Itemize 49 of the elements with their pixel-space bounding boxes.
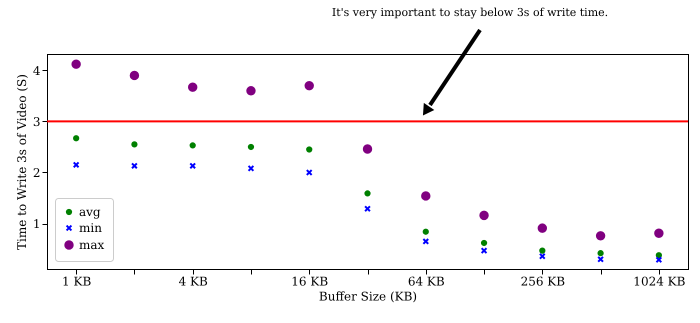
point [71,60,81,69]
point [654,228,664,238]
y-tick-label: 3 [32,114,40,129]
point [364,205,371,212]
point [304,80,314,90]
x-axis-title: Buffer Size (KB) [318,290,418,304]
legend-label: avg [79,205,101,219]
point [362,144,372,154]
x-tick-label: 64 KB [408,274,445,288]
point [538,252,546,260]
point [130,70,140,80]
point [131,162,138,170]
legend-label: min [79,221,102,235]
point [422,238,430,245]
point [596,231,606,241]
x-tick-label: 4 KB [178,274,208,288]
x-tick-label: 16 KB [291,274,328,288]
text: It's very important to stay below 3s of write time. [332,6,608,19]
point [248,164,254,172]
point [479,210,489,220]
point [597,256,604,263]
point [364,190,371,197]
y-tick-label: 4 [32,64,41,78]
y-tick-label: 2 [32,166,40,180]
point [248,144,254,150]
legend-label: max [79,238,105,252]
point [655,256,662,264]
point [246,86,256,96]
point [538,223,548,233]
point [190,142,196,149]
x-tick-label: 1 KB [62,274,92,288]
point [480,247,488,254]
point [306,146,312,153]
point [422,228,429,235]
y-axis-title: Time to Write 3s of Video (S) [14,74,29,250]
point [306,169,313,176]
point [480,240,488,246]
point [539,248,546,254]
point [131,141,138,148]
point [188,82,198,92]
point [421,191,430,201]
point [189,162,196,170]
y-tick-label: 1 [32,217,40,232]
point [72,161,80,168]
point [73,135,80,142]
point [656,252,662,258]
point [597,250,604,256]
x-tick-label: 1024 KB [633,274,686,288]
x-tick-label: 256 KB [520,274,566,288]
